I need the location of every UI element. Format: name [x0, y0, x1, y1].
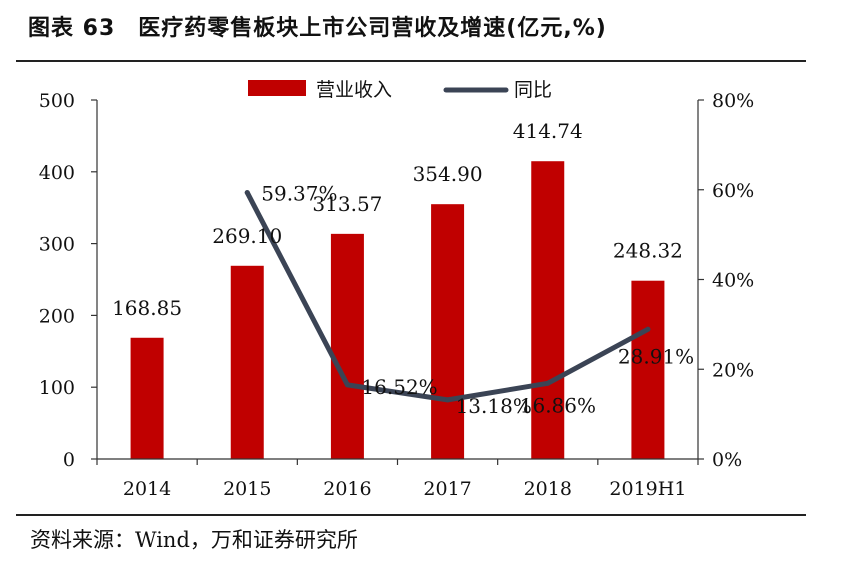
y-right-tick-label: 80% [712, 90, 754, 112]
data-labels: 168.85 269.10 313.57 354.90 414.74 248.32 59.3… [112, 119, 694, 418]
y-left-tick-label: 200 [39, 305, 75, 327]
bar-value-label: 313.57 [312, 192, 382, 216]
bar-value-label: 168.85 [112, 296, 182, 320]
y-left-tick-label: 0 [63, 449, 75, 471]
bar-2017 [431, 204, 465, 459]
source-note: 资料来源：Wind，万和证券研究所 [30, 528, 358, 552]
y-right-tick-label: 60% [712, 180, 754, 202]
growth-value-label: 59.37% [261, 182, 337, 206]
growth-point-2015 [244, 190, 250, 196]
growth-point-2019H1 [645, 326, 651, 332]
bar-2018 [531, 161, 565, 459]
line-series [244, 190, 651, 403]
growth-value-label: 16.86% [520, 393, 596, 417]
growth-point-2018 [545, 380, 551, 386]
figure-title: 图表 63 医疗药零售板块上市公司营收及增速(亿元,%) [28, 16, 607, 41]
legend-label-revenue: 营业收入 [316, 79, 392, 101]
title-rule [16, 60, 806, 62]
y-right-tick-label: 40% [712, 270, 754, 292]
x-tick-label: 2015 [223, 478, 271, 500]
bar-value-label: 248.32 [613, 239, 683, 263]
bar-series [130, 161, 665, 459]
y-right-tick-label: 20% [712, 359, 754, 381]
y-left-tick-label: 400 [39, 162, 75, 184]
y-left-tick-label: 300 [39, 234, 75, 256]
bar-2015 [230, 265, 264, 459]
bar-2014 [130, 337, 164, 459]
y-left-tick-label: 500 [39, 90, 75, 112]
y-left-tick-label: 100 [39, 377, 75, 399]
x-tick-label: 2017 [423, 478, 471, 500]
growth-value-label: 13.18% [456, 394, 532, 418]
growth-point-2017 [445, 397, 451, 403]
growth-point-2016 [344, 382, 350, 388]
x-tick-label: 2018 [524, 478, 572, 500]
legend-label-growth: 同比 [514, 79, 552, 101]
x-tick-label: 2016 [323, 478, 371, 500]
y-right-tick-label: 0% [712, 449, 742, 471]
growth-value-label: 16.52% [361, 375, 437, 399]
axes: 0 100 200 300 400 500 0% 20% 40% 60% 80% 2014 2015 20… [39, 90, 755, 500]
bar-2016 [330, 233, 364, 459]
legend-swatch-revenue [248, 80, 306, 96]
x-tick-label: 2019H1 [609, 478, 686, 500]
bar-value-label: 414.74 [513, 119, 583, 143]
growth-value-label: 28.91% [618, 344, 694, 368]
source-rule [16, 514, 806, 516]
x-tick-label: 2014 [123, 478, 171, 500]
bar-value-label: 269.10 [212, 224, 282, 248]
bar-value-label: 354.90 [413, 162, 483, 186]
bar-2019H1 [631, 280, 665, 459]
legend: 营业收入 同比 [248, 79, 552, 101]
